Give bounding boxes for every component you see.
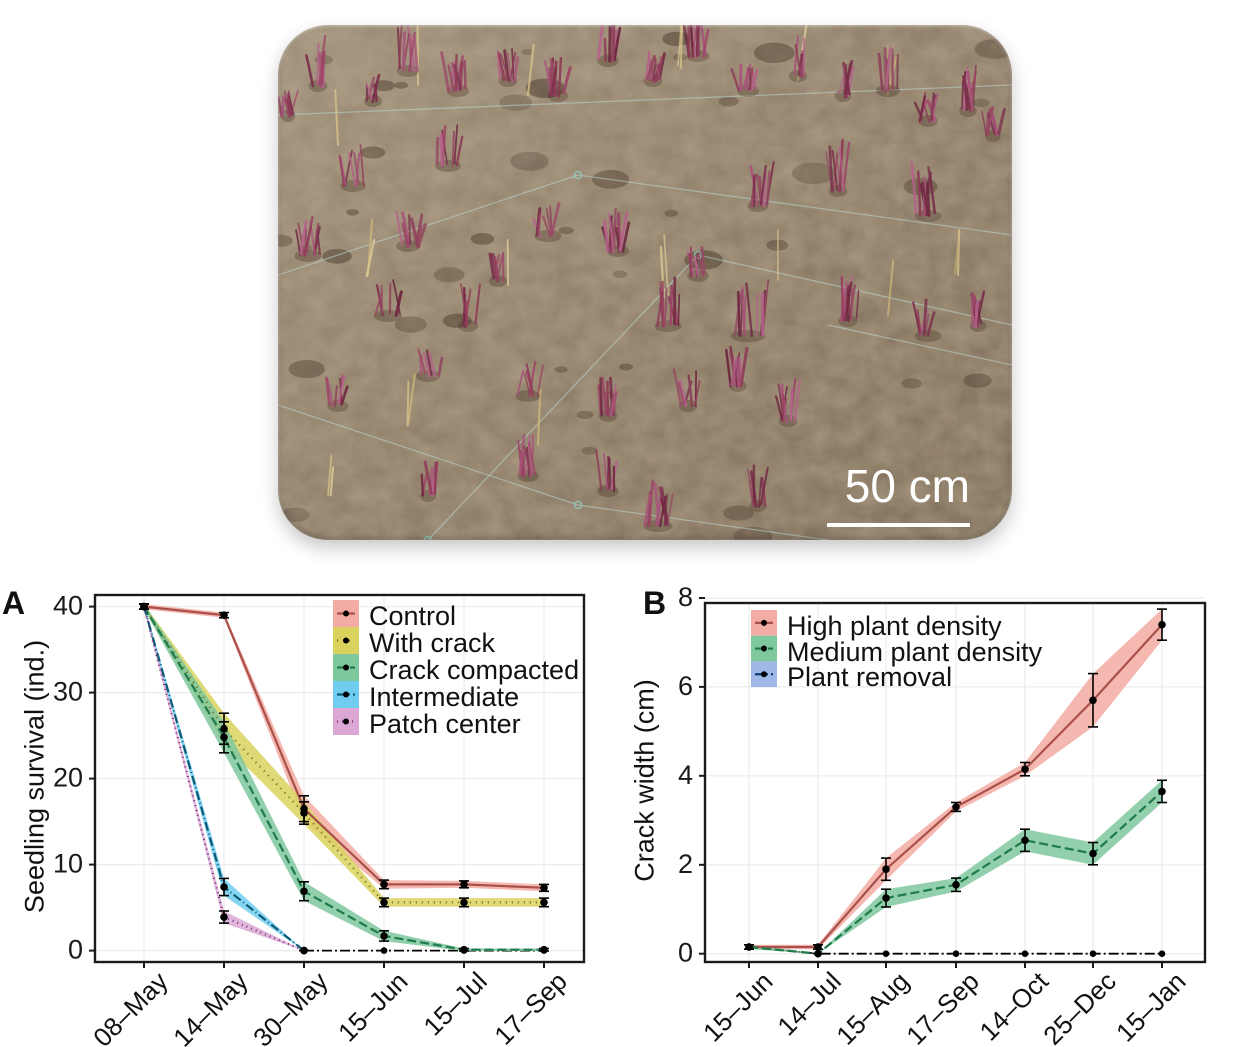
svg-text:0: 0 <box>68 935 83 965</box>
svg-text:4: 4 <box>678 760 693 790</box>
svg-text:20: 20 <box>53 763 83 793</box>
svg-text:0: 0 <box>678 938 693 968</box>
svg-text:10: 10 <box>53 849 83 879</box>
svg-text:30: 30 <box>53 677 83 707</box>
svg-text:40: 40 <box>53 591 83 621</box>
svg-text:2: 2 <box>678 849 693 879</box>
svg-text:6: 6 <box>678 671 693 701</box>
svg-text:8: 8 <box>678 582 693 612</box>
